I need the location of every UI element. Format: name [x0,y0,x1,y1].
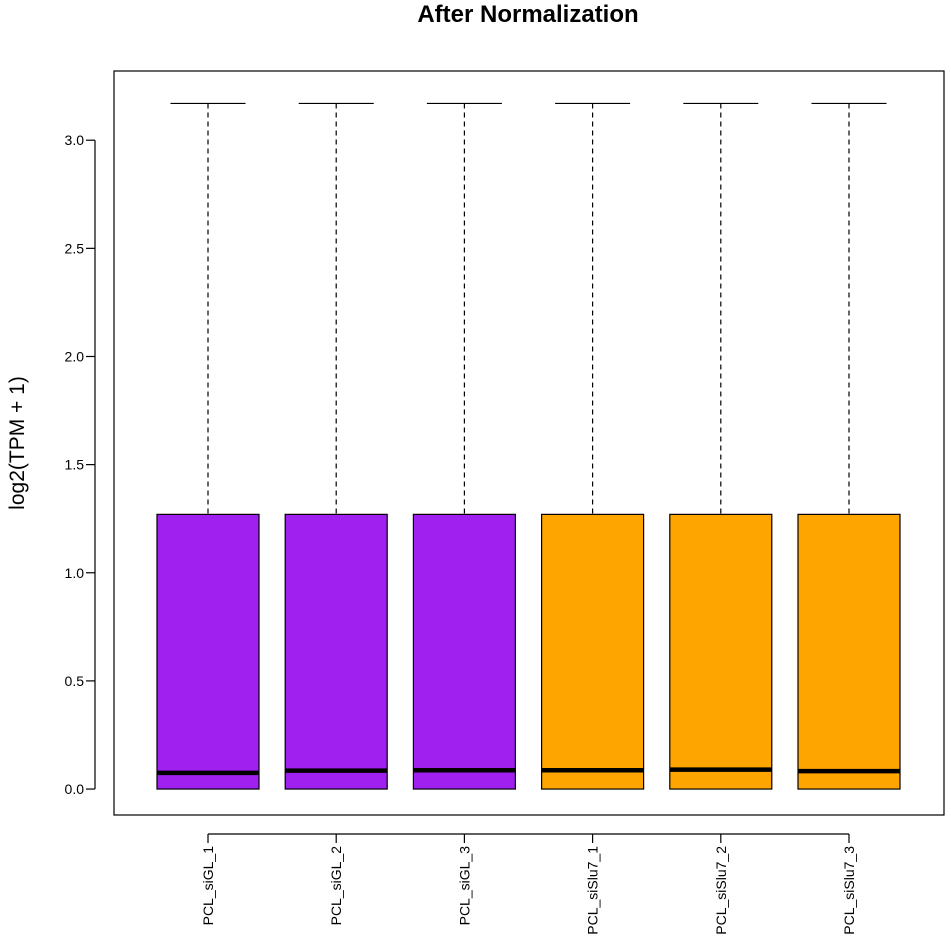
x-tick-label: PCL_siGL_1 [200,846,216,926]
box-1 [156,102,260,790]
plot-frame [113,70,945,816]
x-axis: PCL_siGL_1 PCL_siGL_2 PCL_siGL_3 PCL_siSlu7… [200,833,857,935]
x-tick-label: PCL_siSlu7_3 [841,846,857,935]
box-3 [412,102,516,790]
y-tick-label: 1.0 [65,565,85,581]
x-tick-label: PCL_siGL_3 [456,846,472,926]
y-tick-label: 0.5 [65,673,85,689]
y-tick-label: 2.0 [65,348,85,364]
chart-title: After Normalization [417,1,638,28]
x-tick-label: PCL_siGL_2 [328,846,344,926]
boxes [156,102,901,790]
iqr-box [669,513,773,790]
iqr-box [156,513,260,790]
y-tick-label: 3.0 [65,132,85,148]
iqr-box [412,513,516,790]
y-tick-label: 2.5 [65,240,85,256]
iqr-box [284,513,388,790]
box-4 [540,102,645,790]
box-5 [669,102,773,790]
box-6 [797,102,901,790]
iqr-box [540,513,645,790]
y-axis: 0.0 0.5 1.0 1.5 2.0 2.5 3.0 [65,132,96,797]
box-2 [284,102,388,790]
iqr-box [797,513,901,790]
x-tick-label: PCL_siSlu7_2 [713,846,729,935]
x-tick-label: PCL_siSlu7_1 [585,846,601,935]
y-axis-label: log2(TPM + 1) [6,376,29,510]
y-tick-label: 0.0 [65,781,85,797]
y-tick-label: 1.5 [65,457,85,473]
